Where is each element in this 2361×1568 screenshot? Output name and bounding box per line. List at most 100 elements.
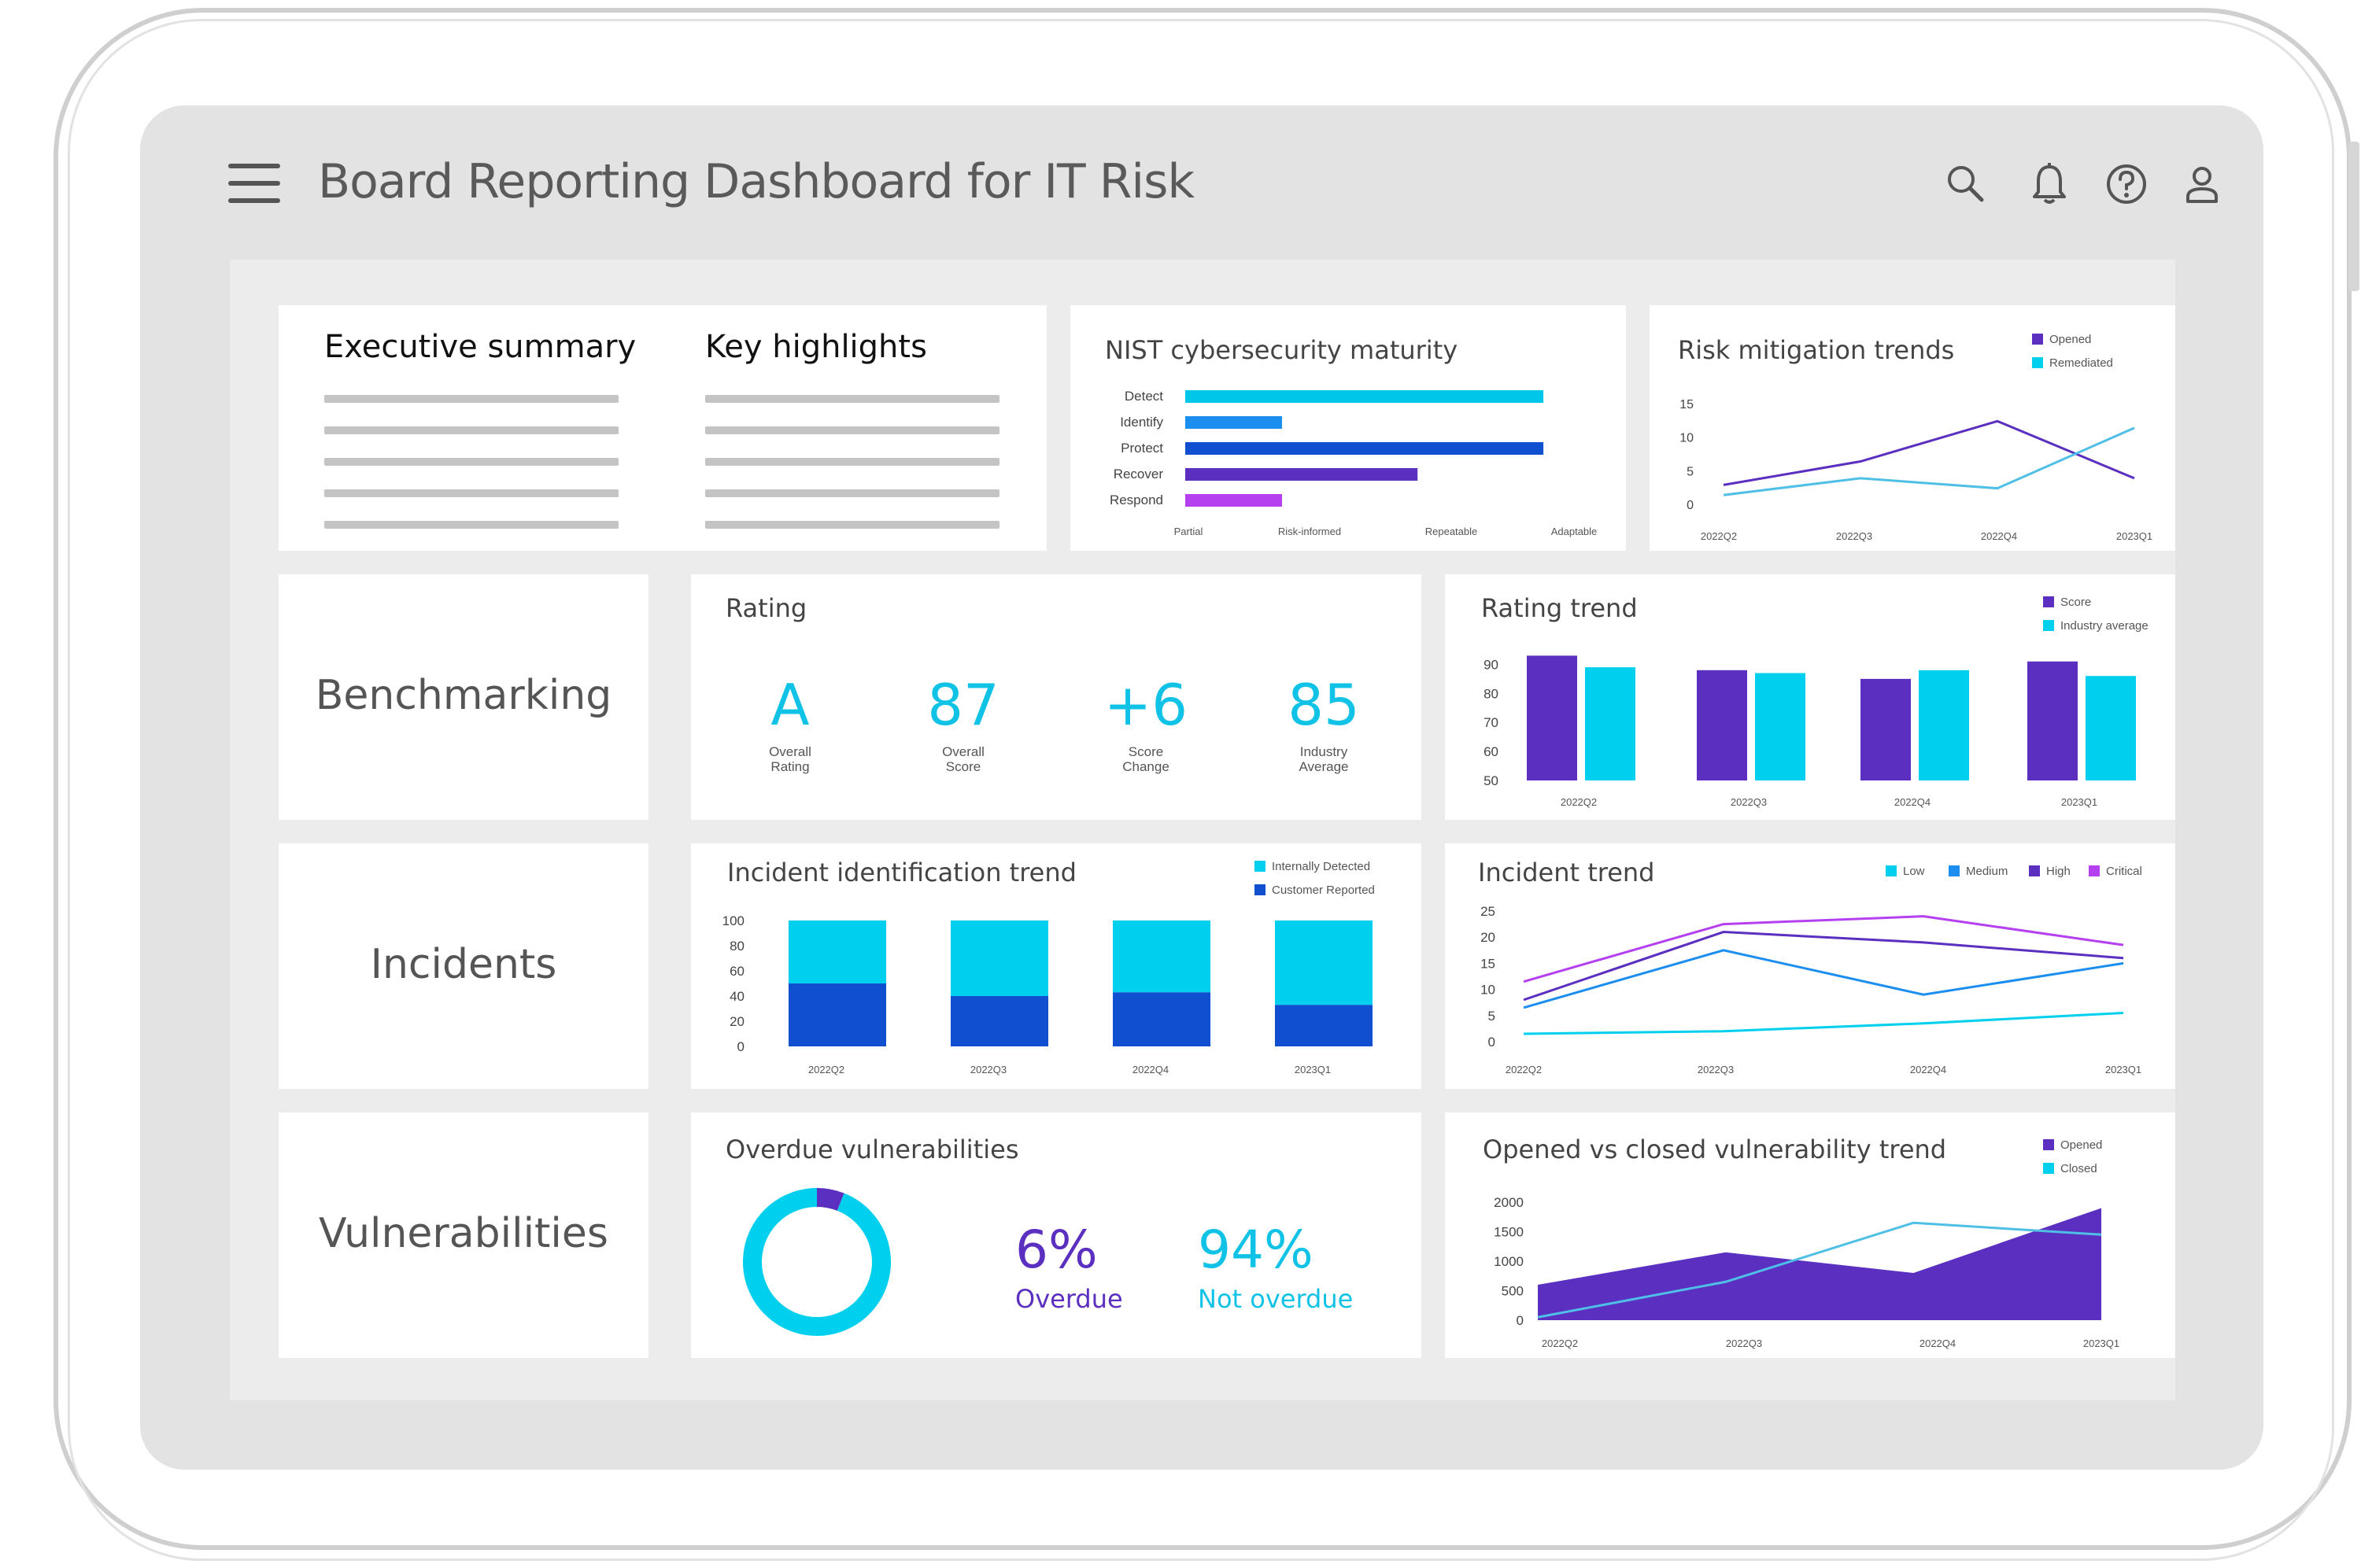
legend-label: Score — [2060, 596, 2091, 609]
help-icon[interactable] — [2103, 160, 2150, 208]
summary-placeholder-line — [324, 489, 619, 497]
x-tick-label: 2022Q3 — [970, 1064, 1007, 1075]
x-tick-label: 2023Q1 — [1295, 1064, 1331, 1075]
y-tick-label: 10 — [1679, 432, 1694, 445]
risk-mitigation-title: Risk mitigation trends — [1678, 335, 1955, 365]
y-tick-label: 40 — [730, 989, 745, 1004]
series-line-medium — [1523, 949, 2124, 1009]
incident-trend-card: Incident trend Low Medium High Critical 0 5 10… — [1445, 843, 2175, 1089]
y-tick-label: 0 — [1488, 1035, 1495, 1050]
overall-rating-metric: A Overall Rating — [711, 677, 869, 774]
legend-label: Closed — [2060, 1162, 2097, 1175]
nist-card: NIST cybersecurity maturity Detect Identi… — [1070, 305, 1626, 551]
area-opened — [1538, 1208, 2101, 1320]
nist-category-label: Recover — [1114, 467, 1164, 481]
highlights-placeholder-line — [705, 458, 999, 466]
metric-label: Overall — [769, 744, 811, 759]
risk-mitigation-card: Risk mitigation trends Opened Remediated 0… — [1650, 305, 2175, 551]
stacked-bar-customer-reported — [789, 983, 886, 1046]
donut-slice-overdue — [816, 1188, 844, 1212]
vulnerabilities-card: Vulnerabilities — [279, 1112, 648, 1358]
y-tick-label: 0 — [1687, 499, 1694, 512]
search-icon[interactable] — [1942, 160, 1990, 208]
legend-label: Opened — [2060, 1138, 2102, 1152]
y-tick-label: 100 — [722, 913, 745, 928]
overdue-stat: 6% Overdue — [1015, 1219, 1123, 1315]
stacked-bar-internally-detected — [789, 921, 886, 983]
summary-placeholder-line — [324, 521, 619, 529]
incident-identification-title: Incident identification trend — [727, 858, 1077, 887]
nist-bar — [1185, 390, 1544, 403]
y-tick-label: 2000 — [1494, 1195, 1524, 1210]
x-tick-label: 2022Q2 — [1506, 1064, 1542, 1075]
y-tick-label: 15 — [1679, 398, 1694, 411]
key-highlights-title: Key highlights — [705, 329, 927, 365]
y-tick-label: 1000 — [1494, 1254, 1524, 1269]
opened-closed-chart: Opened Closed 0 500 1000 1500 2000 2022Q2 2022Q3… — [1494, 1138, 2119, 1349]
legend-label: Industry average — [2060, 619, 2149, 633]
user-icon[interactable] — [2178, 160, 2226, 208]
nist-bar — [1185, 442, 1544, 455]
incidents-card: Incidents — [279, 843, 648, 1089]
metric-value: A — [770, 672, 810, 738]
tablet-side-button — [2348, 142, 2359, 291]
metric-label: Score — [945, 759, 981, 774]
nist-bar — [1185, 494, 1282, 507]
legend-swatch — [1886, 865, 1897, 876]
y-tick-label: 20 — [730, 1014, 745, 1029]
x-tick-label: 2022Q3 — [1836, 530, 1872, 542]
stacked-bar-customer-reported — [1113, 992, 1210, 1046]
y-tick-label: 5 — [1488, 1009, 1495, 1024]
rating-title: Rating — [726, 593, 807, 623]
x-tick-label: 2022Q2 — [1561, 796, 1597, 808]
nist-bar — [1185, 468, 1418, 481]
metric-label: Score — [1128, 744, 1164, 759]
not-overdue-value: 94% — [1198, 1219, 1314, 1280]
legend-swatch — [2043, 1163, 2054, 1174]
y-tick-label: 50 — [1483, 773, 1498, 788]
vulnerabilities-label: Vulnerabilities — [319, 1210, 608, 1257]
metric-value: +6 — [1103, 672, 1188, 738]
x-tick-label: 2023Q1 — [2105, 1064, 2141, 1075]
nist-tick-label: Repeatable — [1425, 526, 1478, 537]
nist-category-label: Protect — [1121, 441, 1163, 456]
metric-value: 85 — [1288, 672, 1360, 738]
legend-swatch — [1949, 865, 1960, 876]
stacked-bar-internally-detected — [1275, 921, 1373, 1005]
stacked-bar-internally-detected — [951, 921, 1048, 996]
legend-swatch — [2043, 596, 2054, 607]
stacked-bar-customer-reported — [951, 996, 1048, 1046]
bar-score — [2027, 661, 2078, 780]
bell-icon[interactable] — [2026, 160, 2073, 208]
not-overdue-stat: 94% Not overdue — [1198, 1219, 1353, 1315]
overdue-card: Overdue vulnerabilities 6% Overdue 94% N… — [691, 1112, 1421, 1358]
overdue-title: Overdue vulnerabilities — [726, 1134, 1019, 1164]
x-tick-label: 2022Q4 — [1981, 530, 2017, 542]
x-tick-label: 2022Q3 — [1698, 1064, 1734, 1075]
nist-category-label: Respond — [1110, 493, 1163, 507]
industry-average-metric: 85 Industry Average — [1245, 677, 1402, 774]
incidents-label: Incidents — [370, 941, 557, 988]
overdue-donut-chart — [743, 1188, 891, 1336]
nist-title: NIST cybersecurity maturity — [1105, 335, 1458, 365]
hamburger-menu-icon[interactable] — [228, 164, 280, 203]
dashboard-content: Executive summary Key highlights NIST cy… — [230, 260, 2175, 1400]
legend-label: Critical — [2106, 865, 2142, 878]
overdue-value: 6% — [1015, 1219, 1098, 1280]
metric-label: Industry — [1299, 744, 1348, 759]
incident-identification-card: Incident identification trend Internally… — [691, 843, 1421, 1089]
metric-value: 87 — [927, 672, 999, 738]
nist-chart: Detect Identify Protect Recover Respond Parti… — [1110, 389, 1597, 537]
highlights-placeholder-line — [705, 489, 999, 497]
benchmarking-label: Benchmarking — [315, 672, 612, 719]
y-tick-label: 80 — [730, 939, 745, 954]
risk-mitigation-chart: Opened Remediated 0 5 10 15 2022Q2 2022Q3 2022Q4… — [1679, 333, 2152, 542]
x-tick-label: 2023Q1 — [2061, 796, 2097, 808]
y-tick-label: 20 — [1480, 930, 1495, 945]
y-tick-label: 90 — [1483, 657, 1498, 672]
bar-industry-average — [1585, 667, 1635, 780]
y-tick-label: 10 — [1480, 983, 1495, 998]
y-tick-label: 60 — [1483, 744, 1498, 759]
metric-label: Average — [1299, 759, 1349, 774]
app-screen: Board Reporting Dashboard for IT Risk Ex… — [140, 105, 2263, 1470]
